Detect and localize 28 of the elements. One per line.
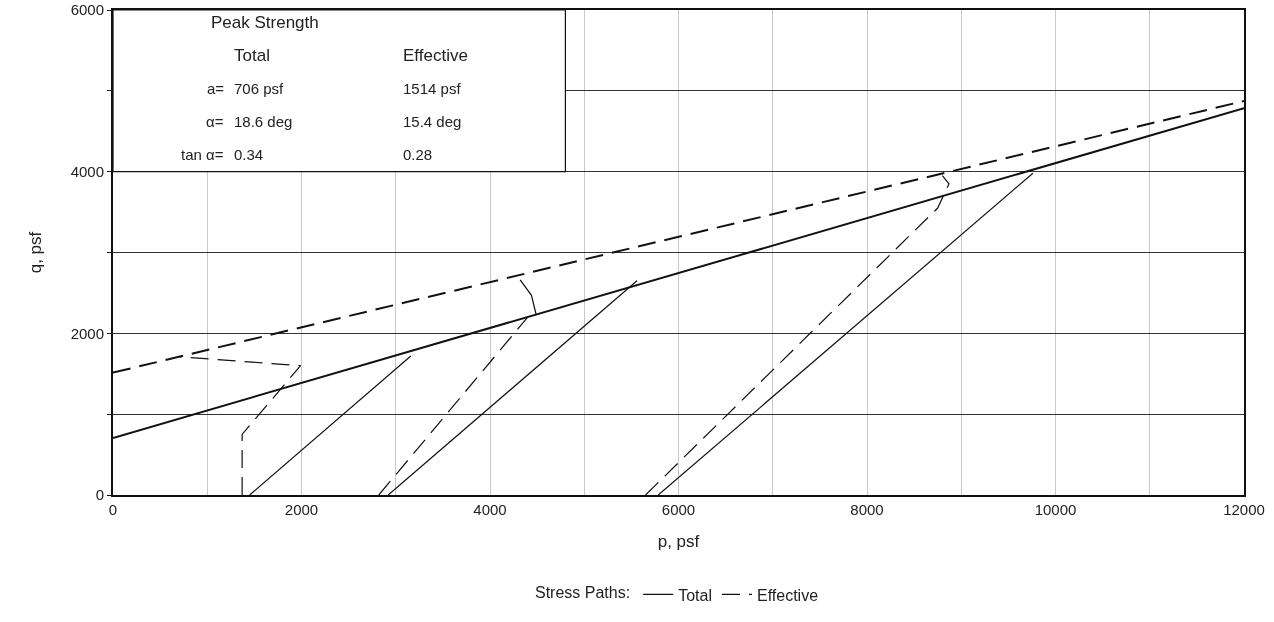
annotation: a= xyxy=(207,80,225,97)
legend-title: Stress Paths: xyxy=(535,584,631,602)
annotation: tan α= xyxy=(181,146,224,163)
x-tick-label: 8000 xyxy=(850,501,884,518)
annotation: 0.34 xyxy=(234,146,264,163)
annotation: 15.4 deg xyxy=(403,113,462,130)
annotation: 0.28 xyxy=(403,146,433,163)
legend-label: Total xyxy=(678,586,712,604)
x-axis-title: p, psf xyxy=(657,531,700,551)
y-tick-label: 6000 xyxy=(70,1,104,19)
annotation: Total xyxy=(234,46,270,65)
x-tick-label: 6000 xyxy=(661,501,696,518)
y-tick-label: 2000 xyxy=(70,324,104,342)
x-tick-label: 10000 xyxy=(1034,501,1077,518)
y-tick-label: 4000 xyxy=(70,162,104,180)
annotation: Peak Strength xyxy=(211,13,319,32)
x-tick-label: 4000 xyxy=(473,501,507,518)
x-tick-label: 0 xyxy=(108,501,118,518)
annotation: 1514 psf xyxy=(403,80,462,97)
legend-label: Effective xyxy=(756,586,819,604)
y-axis-title: q, psf xyxy=(25,231,45,274)
annotation: 706 psf xyxy=(234,80,285,97)
x-tick-label: 12000 xyxy=(1223,501,1265,518)
annotation: α= xyxy=(206,113,224,130)
annotation: 18.6 deg xyxy=(234,113,293,130)
x-tick-label: 2000 xyxy=(284,501,319,518)
y-tick-label: 0 xyxy=(95,486,104,504)
annotation: Effective xyxy=(403,46,468,65)
